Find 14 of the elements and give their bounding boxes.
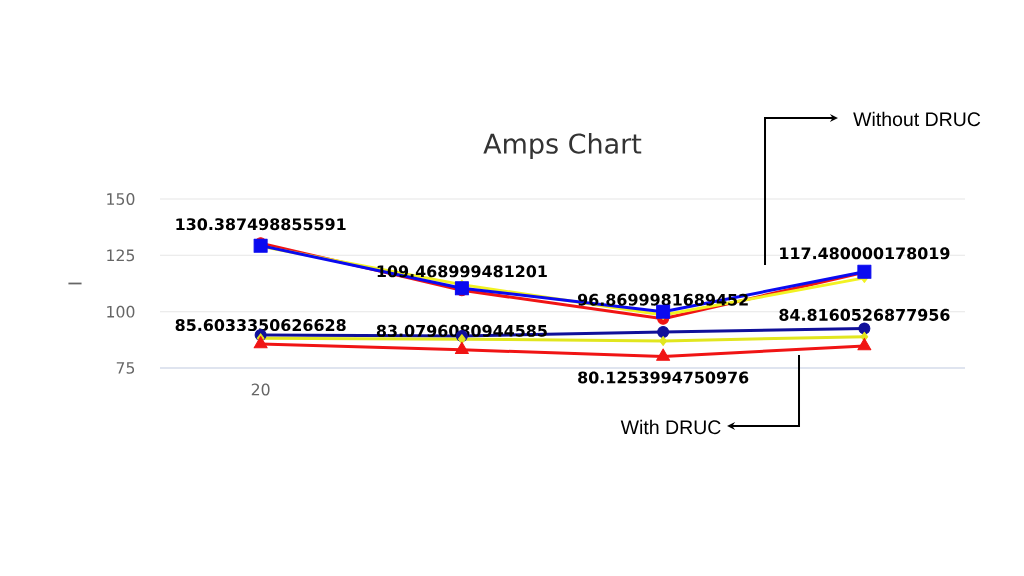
data-label: 85.6033350626628	[175, 319, 346, 332]
text: Without DRUC	[853, 111, 981, 127]
y-axis-title: I	[68, 282, 82, 285]
data-label: 117.480000178019	[780, 247, 950, 260]
y-tick-label: 125	[107, 249, 135, 262]
chart-title: Amps Chart	[483, 132, 642, 160]
y-tick-label: 75	[116, 362, 135, 374]
data-label: 84.8160526877956	[779, 308, 950, 321]
y-tick-label: 150	[107, 193, 135, 205]
y-tick-label: 100	[107, 305, 135, 318]
data-label: 130.387498855591	[176, 218, 346, 231]
x-tick-label: 20	[251, 383, 270, 396]
text: With DRUC	[620, 419, 721, 435]
data-label: 80.1253994750976	[578, 371, 749, 384]
